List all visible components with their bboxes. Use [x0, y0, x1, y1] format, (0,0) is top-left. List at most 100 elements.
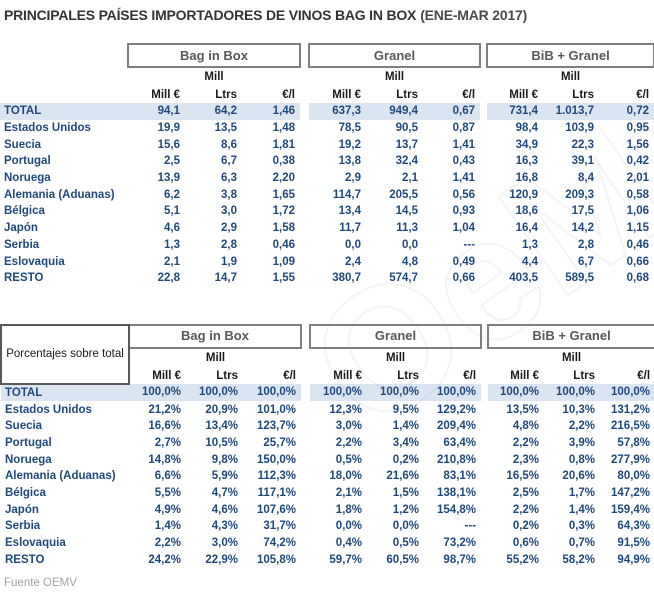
- value-cell: 1,09: [272, 255, 296, 268]
- group-gap: [481, 451, 489, 468]
- value-cell: 277,9%: [611, 453, 651, 466]
- title-period: (ENE-MAR 2017): [420, 7, 528, 23]
- value-cell: 0,0%: [335, 520, 363, 533]
- group-gap: [300, 136, 310, 154]
- table-absolute-values: Bag in Box Granel BiB + Granel Mill Mill…: [0, 43, 654, 287]
- value-cell: 0,66: [452, 272, 476, 285]
- value-cell: 4,9%: [154, 503, 181, 516]
- value-cell: 5,1: [164, 205, 180, 218]
- group-gap: [480, 119, 488, 137]
- corner-cell-empty: [0, 44, 128, 103]
- value-cell: 16,5%: [506, 470, 540, 483]
- value-cell: ---: [463, 238, 476, 251]
- value-cell: 10,3%: [562, 403, 596, 416]
- value-cell: 39,1: [571, 155, 595, 168]
- table-body-percentages: TOTAL 100,0% 100,0% 100,0% 100,0% 100,0% 100,0…: [1, 383, 654, 569]
- value-cell: 1,56: [626, 138, 650, 151]
- value-cell: 1,7%: [568, 487, 596, 500]
- group-gap: [480, 103, 488, 120]
- col-header-ltrs: Ltrs: [397, 369, 420, 382]
- value-cell: 2,9: [221, 222, 237, 235]
- value-cell: 150,0%: [257, 453, 297, 466]
- value-cell: 1,58: [272, 222, 296, 235]
- group-gap: [301, 417, 311, 435]
- value-cell: 0,93: [452, 205, 476, 218]
- value-cell: 0,46: [272, 238, 296, 251]
- value-cell: 18,6: [515, 205, 539, 218]
- value-cell: 2,8: [578, 238, 595, 251]
- value-cell: 380,7: [332, 272, 362, 285]
- value-cell: 2,2%: [335, 436, 363, 449]
- value-cell: 21,6%: [386, 470, 420, 483]
- group-gap: [480, 219, 488, 237]
- group-gap: [480, 253, 488, 270]
- group-gap: [300, 119, 310, 137]
- table-row: Noruega 14,8% 9,8% 150,0% 0,5% 0,2% 210,8% 2,3%…: [1, 451, 654, 468]
- value-cell: 31,7%: [263, 520, 297, 533]
- col-header-eur-per-l: €/l: [462, 89, 476, 101]
- value-cell: 1,81: [272, 138, 296, 151]
- group-gap: [480, 186, 488, 204]
- value-cell: 0,3%: [568, 520, 596, 533]
- value-cell: 1,48: [272, 122, 296, 135]
- value-cell: 0,46: [626, 238, 650, 251]
- value-cell: 19,2: [338, 138, 362, 151]
- value-cell: 3,0%: [335, 420, 363, 433]
- table-row: Estados Unidos 21,2% 20,9% 101,0% 12,3% 9,5% 1…: [1, 401, 654, 418]
- value-cell: 2,2%: [512, 503, 540, 516]
- value-cell: 16,6%: [148, 420, 181, 433]
- value-cell: 15,6: [157, 138, 180, 151]
- value-cell: 0,5%: [335, 453, 363, 466]
- value-cell: 16,3: [515, 155, 539, 168]
- group-header-bib-granel: BiB + Granel: [487, 323, 654, 349]
- country-label: Alemania (Aduanas): [5, 470, 116, 483]
- table-row: Bélgica 5,1 3,0 1,72 13,4 14,5 0,93 18,6 17,5 1,0…: [0, 203, 654, 220]
- value-cell: 8,4: [578, 172, 595, 185]
- group-gap: [301, 501, 311, 519]
- table-body-absolute: TOTAL 94,1 64,2 1,46 637,3 949,4 0,67 731,4 1.01…: [0, 103, 654, 287]
- group-gap: [301, 468, 311, 485]
- group-header-granel: Granel: [309, 323, 483, 349]
- value-cell: 0,2%: [392, 453, 420, 466]
- value-cell: 25,7%: [263, 436, 297, 449]
- value-cell: 17,5: [571, 205, 595, 218]
- value-cell: 11,3: [396, 222, 419, 235]
- table-row: Noruega 13,9 6,3 2,20 2,9 2,1 1,41 16,8 8,4 2,01: [0, 169, 654, 187]
- country-label: Serbia: [5, 520, 41, 533]
- value-cell: 4,7%: [211, 487, 238, 500]
- value-cell: 6,2: [164, 188, 180, 201]
- value-cell: 22,8: [157, 272, 180, 285]
- group-gap: [301, 451, 311, 468]
- value-cell: 20,6%: [562, 470, 596, 483]
- value-cell: 9,8%: [211, 453, 238, 466]
- value-cell: 2,5%: [512, 487, 540, 500]
- value-cell: 205,5: [389, 188, 419, 201]
- col-header-ltrs: Ltrs: [216, 369, 238, 382]
- group-gap: [300, 253, 310, 270]
- mill-header: Mill: [561, 351, 582, 364]
- value-cell: 2,4: [345, 255, 362, 268]
- value-cell: 1,55: [272, 272, 296, 285]
- country-label: Suecia: [4, 138, 42, 151]
- value-cell: 4,8%: [512, 420, 540, 433]
- value-cell: 14,8%: [148, 453, 181, 466]
- value-cell: 1,4%: [568, 503, 596, 516]
- value-cell: 98,7%: [443, 553, 477, 566]
- value-cell: 0,95: [626, 122, 650, 135]
- country-label: TOTAL: [1, 383, 129, 402]
- value-cell: 0,8%: [568, 453, 596, 466]
- group-gap: [301, 551, 311, 569]
- value-cell: 1,9: [221, 255, 237, 268]
- value-cell: 2,01: [626, 172, 650, 185]
- table-row: Japón 4,6 2,9 1,58 11,7 11,3 1,04 16,4 14,2 1,15: [0, 219, 654, 237]
- value-cell: 0,0%: [392, 520, 420, 533]
- value-cell: 78,5: [338, 122, 362, 135]
- value-cell: 0,56: [452, 188, 476, 201]
- mill-header: Mill: [204, 71, 224, 83]
- value-cell: 19,9: [157, 122, 180, 135]
- value-cell: 34,9: [515, 138, 539, 151]
- value-cell: 4,3%: [211, 520, 238, 533]
- table-row: Alemania (Aduanas) 6,6% 5,9% 112,3% 18,0% 21,…: [1, 468, 654, 485]
- group-gap: [480, 269, 488, 287]
- table-row: Serbia 1,3 2,8 0,46 0,0 0,0 --- 1,3 2,8 0,46: [0, 236, 654, 254]
